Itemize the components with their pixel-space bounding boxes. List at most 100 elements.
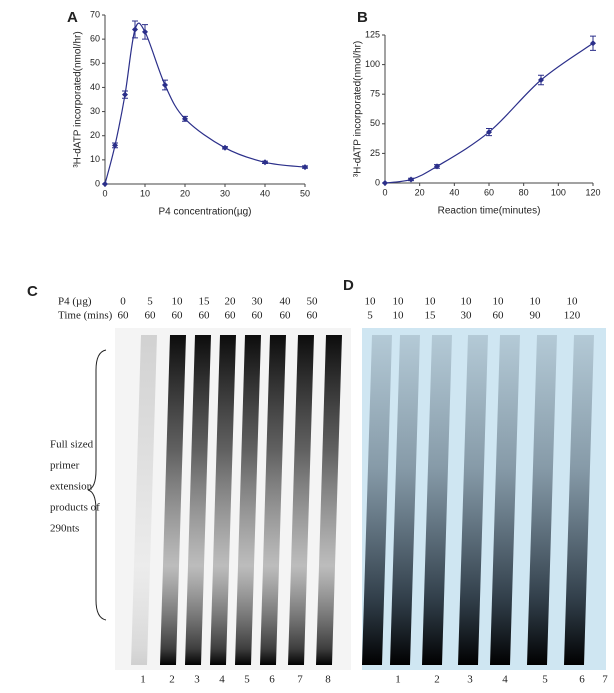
x-tick-label: 20: [415, 187, 425, 197]
y-tick-label: 0: [95, 178, 100, 188]
lane-number: 3: [467, 674, 473, 686]
p4-value: 10: [493, 296, 505, 308]
x-tick-label: 50: [300, 188, 310, 198]
x-axis-label: Reaction time(minutes): [438, 206, 541, 217]
lane-number: 1: [395, 674, 401, 686]
point: [590, 40, 596, 47]
x-tick-label: 40: [260, 188, 270, 198]
lane-number: 2: [434, 674, 440, 686]
time-value: 60: [118, 310, 130, 322]
y-tick-label: 0: [375, 177, 380, 187]
p4-value: 10: [425, 296, 437, 308]
y-tick-label: 10: [90, 154, 100, 164]
point: [132, 26, 138, 33]
point: [102, 181, 108, 187]
point: [182, 115, 188, 122]
row-label: Time (mins): [58, 310, 113, 322]
gel-lane: [490, 335, 520, 665]
panel-label: A: [67, 9, 78, 26]
point: [262, 159, 268, 166]
gel-lane: [390, 335, 420, 665]
lane-number: 6: [269, 674, 275, 686]
gel-lane: [185, 335, 211, 665]
time-value: 60: [280, 310, 292, 322]
x-tick-label: 10: [140, 188, 150, 198]
time-value: 60: [307, 310, 319, 322]
brace: [87, 349, 107, 621]
lane-number: 6: [579, 674, 585, 686]
gel-lane: [260, 335, 286, 665]
side-label: products of: [50, 502, 100, 514]
y-tick-label: 60: [90, 34, 100, 44]
side-label: Full sized: [50, 439, 94, 451]
x-tick-label: 40: [449, 187, 459, 197]
p4-value: 20: [225, 296, 237, 308]
side-label: extension: [50, 481, 93, 493]
point: [408, 176, 414, 183]
x-tick-label: 100: [551, 187, 566, 197]
y-tick-label: 100: [365, 59, 380, 69]
y-tick-label: 50: [370, 118, 380, 128]
gel-lane: [422, 335, 452, 665]
point: [122, 91, 128, 98]
lane-number: 4: [219, 674, 225, 686]
lane-number: 5: [244, 674, 250, 686]
panel-label: B: [357, 9, 368, 26]
gel-lane: [131, 335, 157, 665]
p4-value: 40: [280, 296, 292, 308]
time-value: 90: [530, 310, 542, 322]
gel-lane: [210, 335, 236, 665]
lane-number: 2: [169, 674, 175, 686]
p4-value: 10: [172, 296, 184, 308]
time-value: 60: [225, 310, 237, 322]
y-tick-label: 125: [365, 29, 380, 39]
lane-number: 1: [140, 674, 146, 686]
lane-number: 3: [194, 674, 200, 686]
y-tick-label: 30: [90, 106, 100, 116]
line: [104, 22, 306, 185]
point: [486, 129, 492, 136]
time-value: 60: [199, 310, 211, 322]
p4-value: 10: [365, 296, 377, 308]
p4-value: 10: [461, 296, 473, 308]
x-tick-label: 120: [585, 187, 600, 197]
p4-value: 0: [120, 296, 126, 308]
x-axis-label: P4 concentration(µg): [158, 207, 251, 218]
lane-number: 7: [297, 674, 303, 686]
p4-value: 10: [530, 296, 542, 308]
point: [142, 28, 148, 35]
time-value: 60: [172, 310, 184, 322]
time-value: 5: [367, 310, 373, 322]
time-value: 60: [145, 310, 157, 322]
gel-lane: [564, 335, 594, 665]
point: [162, 82, 168, 89]
y-axis-label: ³H-dATP incorporated(nmol/hr): [353, 41, 364, 177]
p4-value: 30: [252, 296, 264, 308]
point: [112, 142, 118, 149]
time-value: 120: [564, 310, 581, 322]
line: [384, 42, 594, 184]
gel-lane: [458, 335, 488, 665]
y-tick-label: 50: [90, 58, 100, 68]
point: [434, 163, 440, 170]
p4-value: 15: [199, 296, 211, 308]
p4-value: 50: [307, 296, 319, 308]
y-tick-label: 25: [370, 148, 380, 158]
gel-lane: [235, 335, 261, 665]
x-tick-label: 80: [519, 187, 529, 197]
row-label: P4 (µg): [58, 296, 92, 308]
time-value: 10: [393, 310, 405, 322]
p4-value: 5: [147, 296, 153, 308]
y-tick-label: 75: [370, 89, 380, 99]
point: [222, 144, 228, 151]
side-label: primer: [50, 460, 80, 472]
point: [302, 164, 308, 171]
gel-lane: [288, 335, 314, 665]
lane-number: 4: [502, 674, 508, 686]
x-tick-label: 0: [102, 188, 107, 198]
lane-number: 5: [542, 674, 548, 686]
p4-value: 10: [567, 296, 579, 308]
gel-lane: [362, 335, 392, 665]
